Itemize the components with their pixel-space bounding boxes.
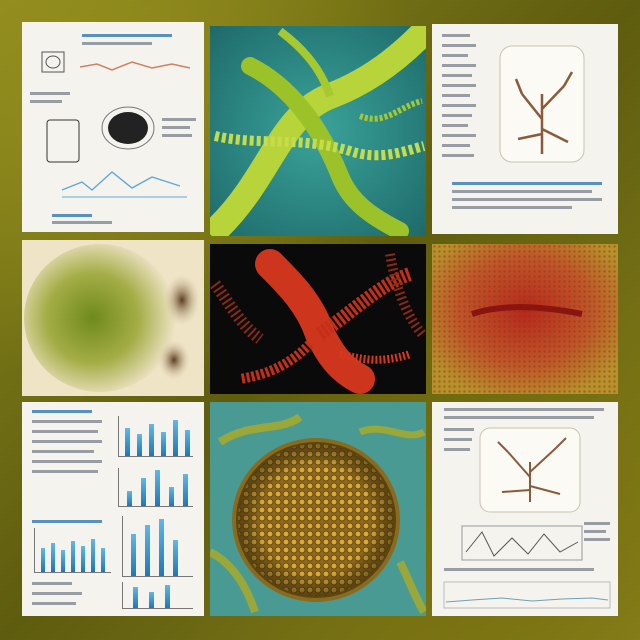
- tree-diagram-illustration: [499, 45, 585, 163]
- panel-green-cell-blob: [22, 240, 204, 396]
- red-organism-illustration: [210, 249, 426, 394]
- panel-document-bar-charts: [22, 402, 204, 616]
- document-sketch-illustration: [41, 51, 191, 198]
- bar-chart-1: [118, 416, 193, 457]
- panel-green-branching-organism: [210, 26, 426, 236]
- green-cell-illustration: [22, 240, 204, 396]
- panel-document-tree-diagram-graphs: [432, 402, 618, 616]
- bar-chart-5: [122, 582, 193, 609]
- tree-and-graphs-illustration: [443, 427, 611, 609]
- panel-document-tree-diagram: [432, 24, 618, 234]
- bar-chart-3: [34, 528, 111, 573]
- seed-head-illustration: [210, 402, 426, 616]
- green-branching-organism-illustration: [210, 26, 426, 236]
- bar-chart-4: [122, 516, 193, 577]
- panel-red-tentacle-organism: [210, 244, 426, 394]
- panel-red-cellular-texture: [432, 244, 618, 394]
- red-texture-illustration: [432, 244, 618, 394]
- panel-golden-seed-head: [210, 402, 426, 616]
- bar-chart-2: [118, 468, 193, 507]
- panel-document-sketch: [22, 22, 204, 232]
